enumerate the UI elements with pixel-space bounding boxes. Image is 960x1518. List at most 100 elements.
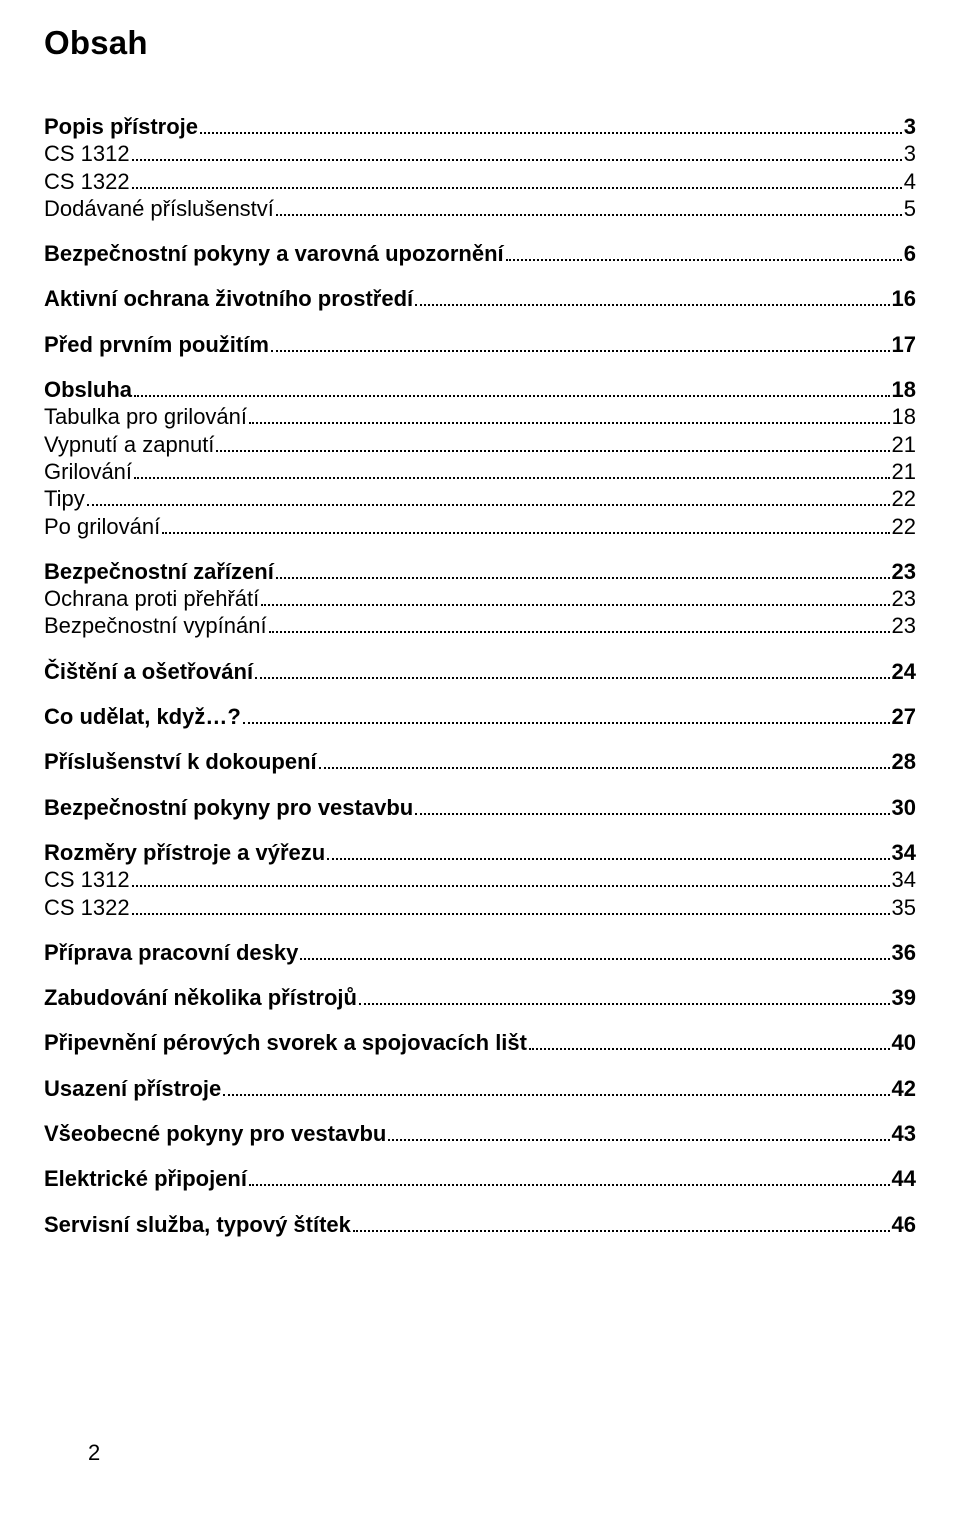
toc-leader-dots [276, 561, 890, 578]
toc-leader-dots [327, 843, 889, 860]
toc-entry-page: 42 [892, 1076, 916, 1101]
toc-entry: CS 1312 3 [44, 141, 916, 166]
toc-entry: Vypnutí a zapnutí21 [44, 432, 916, 457]
toc-entry-page: 40 [892, 1030, 916, 1055]
toc-entry-page: 3 [904, 141, 916, 166]
toc-entry-label: Grilování [44, 459, 132, 484]
toc-entry-page: 18 [892, 404, 916, 429]
toc-entry-label: CS 1322 [44, 169, 130, 194]
toc-entry-page: 22 [892, 486, 916, 511]
toc-entry-label: Příprava pracovní desky [44, 940, 298, 965]
toc-entry-page: 39 [892, 985, 916, 1010]
page-title: Obsah [44, 24, 916, 62]
toc-entry-label: Bezpečnostní zařízení [44, 559, 274, 584]
toc-entry: Všeobecné pokyny pro vestavbu 43 [44, 1121, 916, 1146]
toc-entry: CS 1312 34 [44, 867, 916, 892]
toc-entry: Popis přístroje 3 [44, 114, 916, 139]
toc-entry-label: Elektrické připojení [44, 1166, 247, 1191]
toc-entry-page: 16 [892, 286, 916, 311]
toc-entry-label: Čištění a ošetřování [44, 659, 253, 684]
toc-entry-page: 34 [892, 867, 916, 892]
toc-entry-page: 23 [892, 559, 916, 584]
toc-entry-page: 22 [892, 514, 916, 539]
toc-leader-dots [261, 589, 889, 606]
toc-entry-label: Usazení přístroje [44, 1076, 221, 1101]
toc-entry-label: Tipy [44, 486, 85, 511]
toc-entry-label: Dodávané příslušenství [44, 196, 274, 221]
page-number: 2 [88, 1440, 100, 1466]
toc-entry-page: 4 [904, 169, 916, 194]
toc-entry-label: Všeobecné pokyny pro vestavbu [44, 1121, 386, 1146]
toc-leader-dots [359, 988, 890, 1005]
toc-entry: Bezpečnostní zařízení 23 [44, 559, 916, 584]
toc-leader-dots [271, 334, 890, 351]
toc-leader-dots [134, 380, 890, 397]
toc-leader-dots [506, 244, 902, 261]
toc-entry-page: 17 [892, 332, 916, 357]
toc-entry-label: Bezpečnostní pokyny pro vestavbu [44, 795, 413, 820]
toc-entry-page: 21 [892, 459, 916, 484]
toc-leader-dots [132, 144, 902, 161]
toc-leader-dots [353, 1214, 890, 1231]
toc-entry-label: CS 1322 [44, 895, 130, 920]
toc-entry: Co udělat, když…? 27 [44, 704, 916, 729]
toc-entry-label: Co udělat, když…? [44, 704, 241, 729]
toc-entry: Ochrana proti přehřátí23 [44, 586, 916, 611]
toc-entry-label: Bezpečnostní pokyny a varovná upozornění [44, 241, 504, 266]
toc-leader-dots [132, 897, 890, 914]
toc-entry-page: 21 [892, 432, 916, 457]
toc-entry: Před prvním použitím 17 [44, 332, 916, 357]
toc-entry-page: 23 [892, 613, 916, 638]
toc-entry-page: 34 [892, 840, 916, 865]
toc-entry: Rozměry přístroje a výřezu 34 [44, 840, 916, 865]
toc-leader-dots [132, 171, 902, 188]
toc-entry: Po grilování22 [44, 514, 916, 539]
toc-leader-dots [132, 870, 890, 887]
toc-entry-page: 27 [892, 704, 916, 729]
toc-entry: Obsluha 18 [44, 377, 916, 402]
toc-entry: Tabulka pro grilování18 [44, 404, 916, 429]
toc-entry-page: 35 [892, 895, 916, 920]
toc-entry-label: CS 1312 [44, 141, 130, 166]
toc-entry-label: Servisní služba, typový štítek [44, 1212, 351, 1237]
toc-leader-dots [300, 942, 889, 959]
toc-entry-label: Bezpečnostní vypínání [44, 613, 267, 638]
toc-leader-dots [269, 616, 890, 633]
toc-entry-label: Připevnění pérových svorek a spojovacích… [44, 1030, 527, 1055]
toc-entry-page: 6 [904, 241, 916, 266]
toc-leader-dots [415, 797, 889, 814]
toc-entry-page: 18 [892, 377, 916, 402]
toc-entry-label: Před prvním použitím [44, 332, 269, 357]
toc-entry-label: Popis přístroje [44, 114, 198, 139]
table-of-contents: Popis přístroje 3 CS 1312 3 CS 1322 4 Dodávané… [44, 114, 916, 1237]
toc-leader-dots [134, 462, 889, 479]
toc-leader-dots [162, 516, 889, 533]
toc-entry: Grilování 21 [44, 459, 916, 484]
toc-entry: Čištění a ošetřování 24 [44, 659, 916, 684]
toc-leader-dots [319, 752, 890, 769]
toc-entry: Tipy 22 [44, 486, 916, 511]
toc-entry-label: CS 1312 [44, 867, 130, 892]
toc-entry: Bezpečnostní pokyny pro vestavbu30 [44, 795, 916, 820]
toc-leader-dots [216, 434, 889, 451]
toc-entry-page: 24 [892, 659, 916, 684]
toc-entry: Servisní služba, typový štítek 46 [44, 1212, 916, 1237]
toc-entry: Usazení přístroje 42 [44, 1076, 916, 1101]
toc-entry-page: 43 [892, 1121, 916, 1146]
toc-entry-label: Obsluha [44, 377, 132, 402]
toc-entry-label: Rozměry přístroje a výřezu [44, 840, 325, 865]
toc-entry: Aktivní ochrana životního prostředí16 [44, 286, 916, 311]
toc-entry: Zabudování několika přístrojů39 [44, 985, 916, 1010]
toc-leader-dots [276, 199, 902, 216]
toc-entry-page: 23 [892, 586, 916, 611]
toc-entry-page: 46 [892, 1212, 916, 1237]
toc-leader-dots [87, 489, 890, 506]
toc-entry-page: 44 [892, 1166, 916, 1191]
toc-entry-page: 3 [904, 114, 916, 139]
toc-entry: Připevnění pérových svorek a spojovacích… [44, 1030, 916, 1055]
toc-leader-dots [529, 1033, 890, 1050]
toc-leader-dots [249, 1169, 890, 1186]
toc-entry: CS 1322 35 [44, 895, 916, 920]
toc-leader-dots [415, 289, 889, 306]
toc-entry: CS 1322 4 [44, 169, 916, 194]
